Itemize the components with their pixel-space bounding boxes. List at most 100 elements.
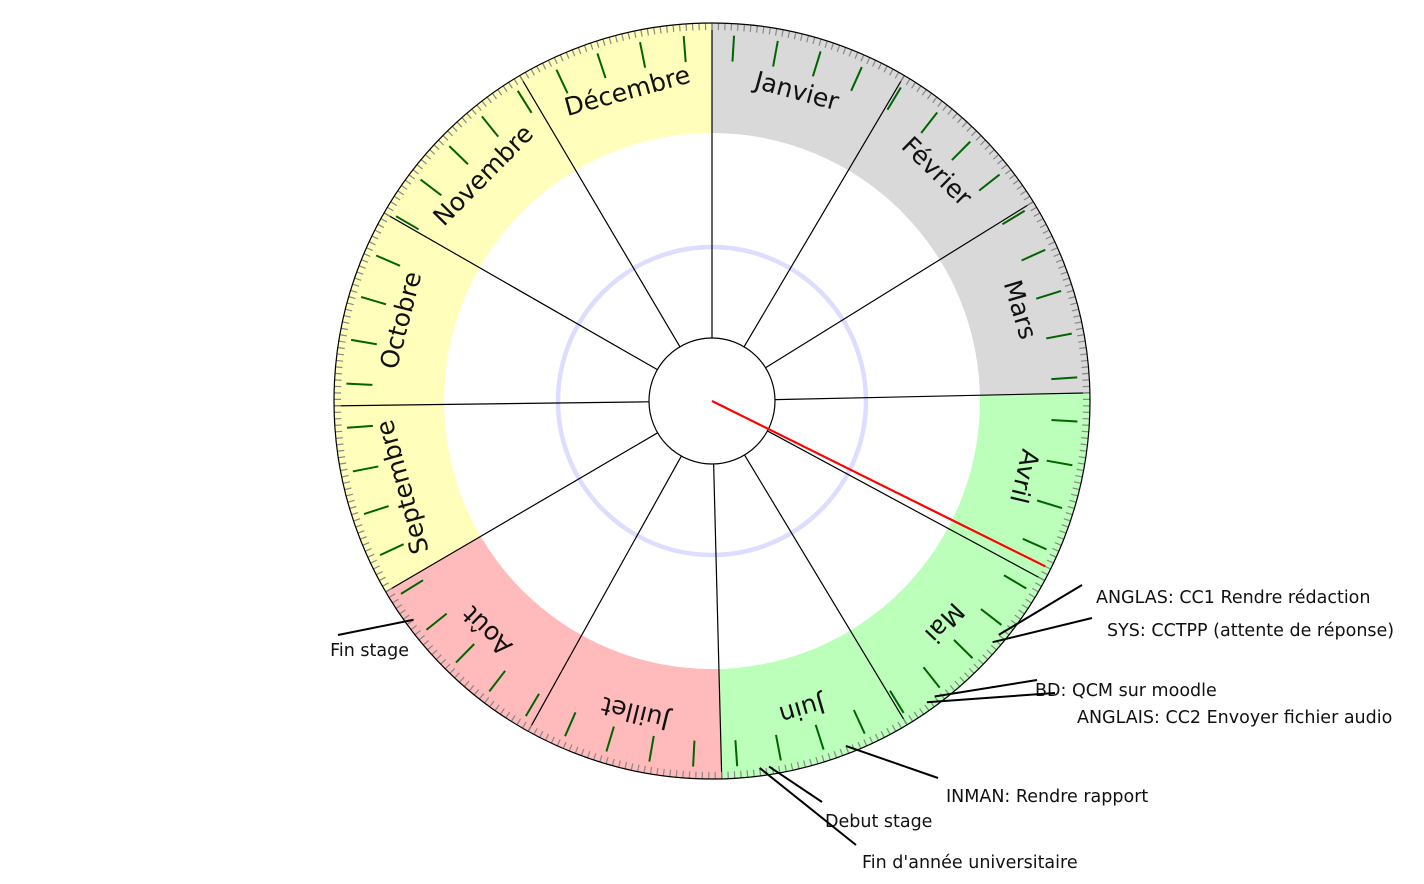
day-tick [337, 346, 345, 350]
day-tick [478, 693, 485, 700]
day-tick [438, 139, 444, 146]
day-tick [342, 321, 350, 324]
day-tick [351, 512, 359, 516]
day-tick [484, 696, 490, 704]
event-leader-line [998, 584, 1083, 636]
day-tick [440, 658, 447, 665]
day-tick [586, 751, 591, 759]
day-tick [424, 154, 432, 160]
day-tick [640, 29, 643, 37]
day-tick [410, 624, 417, 631]
day-tick [1041, 571, 1048, 576]
day-tick [468, 685, 475, 692]
day-tick [986, 649, 993, 656]
day-tick [1078, 456, 1086, 459]
day-tick [1014, 614, 1021, 620]
day-tick [577, 47, 582, 55]
day-tick [833, 751, 838, 759]
day-tick [502, 85, 508, 93]
month-dividers [334, 23, 1090, 779]
week-tick [953, 639, 974, 659]
week-tick [886, 86, 902, 111]
day-tick [949, 685, 956, 692]
day-tick [678, 24, 681, 32]
day-tick [964, 672, 970, 679]
day-tick [845, 746, 850, 754]
week-tick [1035, 289, 1062, 300]
day-tick [675, 770, 678, 778]
day-tick [1080, 353, 1088, 356]
day-tick [1050, 247, 1058, 252]
day-tick [874, 733, 880, 741]
day-tick [781, 29, 784, 37]
week-tick [1001, 209, 1026, 226]
day-tick [335, 437, 343, 439]
day-tick [382, 582, 389, 587]
day-tick [393, 195, 401, 201]
week-tick [1036, 499, 1063, 510]
day-tick [473, 689, 480, 696]
day-tick [337, 449, 345, 452]
day-tick [466, 112, 472, 120]
day-tick [624, 761, 628, 769]
day-tick [427, 644, 434, 651]
day-tick [857, 741, 862, 749]
week-tick [448, 145, 469, 165]
day-tick [916, 85, 922, 93]
month-divider-line [767, 430, 1045, 582]
day-tick [347, 499, 355, 503]
day-tick [505, 711, 511, 719]
day-tick [352, 283, 360, 287]
day-tick [350, 289, 358, 294]
week-tick [564, 711, 577, 737]
day-tick [1025, 598, 1032, 604]
week-tick [481, 115, 499, 138]
day-tick [608, 37, 612, 45]
day-tick [494, 704, 500, 711]
month-divider-line [743, 454, 908, 726]
day-tick [429, 149, 436, 155]
day-tick [412, 169, 419, 175]
day-tick [803, 760, 806, 768]
day-tick [1012, 179, 1020, 185]
day-tick [1031, 587, 1039, 593]
day-tick [341, 474, 349, 478]
day-tick [1074, 321, 1082, 324]
day-tick [627, 32, 631, 40]
day-tick [672, 24, 675, 33]
day-tick [990, 644, 997, 651]
week-tick [978, 173, 1001, 192]
event-leader-line [337, 618, 414, 636]
day-tick [614, 35, 618, 43]
day-tick [442, 135, 449, 141]
day-tick [571, 49, 576, 57]
day-tick [806, 35, 810, 43]
event-label: Fin d'année universitaire [862, 853, 1078, 873]
day-tick [491, 92, 498, 100]
day-tick [459, 676, 465, 683]
month-divider-line [383, 212, 658, 371]
day-tick [345, 493, 354, 497]
day-tick [977, 658, 984, 665]
day-tick [749, 24, 752, 33]
today-hand [711, 400, 1046, 568]
day-tick [379, 576, 386, 582]
day-tick [544, 733, 550, 741]
day-tick [1055, 259, 1063, 263]
day-tick [371, 235, 379, 240]
day-tick [1081, 372, 1090, 375]
day-tick [1053, 253, 1061, 257]
day-tick [361, 259, 369, 263]
day-tick [449, 667, 456, 674]
day-tick [565, 52, 570, 59]
day-tick [476, 104, 482, 111]
event-label: BD: QCM sur moodle [1035, 681, 1217, 701]
day-tick [366, 247, 374, 252]
outer-rim [333, 22, 1091, 780]
day-tick [1081, 430, 1089, 433]
week-tick [814, 724, 825, 750]
week-tick [360, 295, 387, 306]
day-tick [339, 462, 347, 465]
day-tick [596, 40, 600, 48]
day-tick [942, 104, 948, 111]
